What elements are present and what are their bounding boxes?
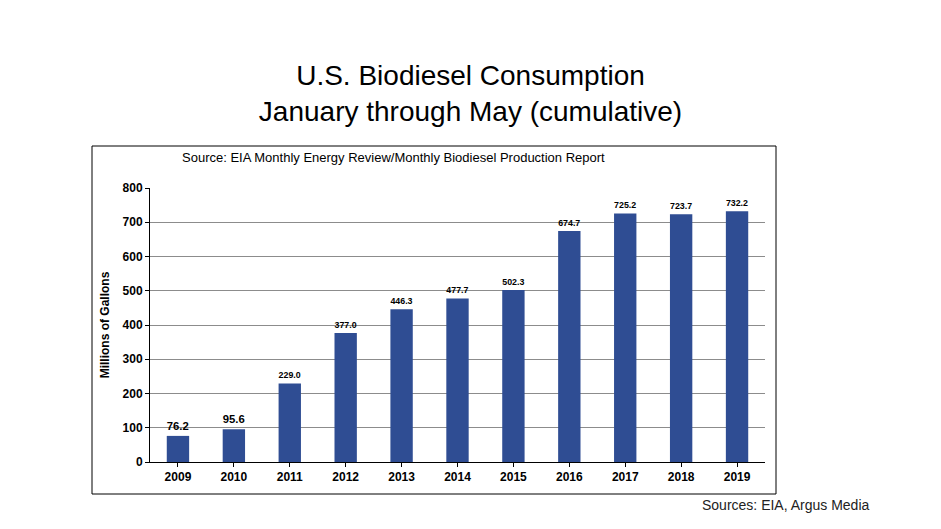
svg-text:377.0: 377.0 bbox=[335, 320, 357, 330]
svg-text:446.3: 446.3 bbox=[390, 296, 412, 306]
svg-text:477.7: 477.7 bbox=[446, 285, 468, 295]
svg-text:2018: 2018 bbox=[668, 470, 695, 484]
svg-text:2016: 2016 bbox=[556, 470, 583, 484]
svg-text:500: 500 bbox=[123, 284, 143, 298]
svg-text:2015: 2015 bbox=[500, 470, 527, 484]
svg-text:502.3: 502.3 bbox=[502, 277, 524, 287]
svg-text:674.7: 674.7 bbox=[558, 218, 580, 228]
svg-text:800: 800 bbox=[123, 181, 143, 195]
svg-text:2014: 2014 bbox=[444, 470, 471, 484]
svg-text:723.7: 723.7 bbox=[670, 201, 692, 211]
svg-text:2017: 2017 bbox=[612, 470, 639, 484]
svg-text:700: 700 bbox=[123, 215, 143, 229]
svg-text:2010: 2010 bbox=[221, 470, 248, 484]
svg-text:U.S. Biodiesel ConsumptionJanu: U.S. Biodiesel ConsumptionJanuary throug… bbox=[259, 60, 682, 127]
svg-text:76.2: 76.2 bbox=[167, 420, 189, 432]
svg-text:2012: 2012 bbox=[332, 470, 359, 484]
svg-text:732.2: 732.2 bbox=[726, 198, 748, 208]
svg-text:229.0: 229.0 bbox=[279, 370, 301, 380]
svg-text:Millions of Gallons: Millions of Gallons bbox=[98, 271, 112, 378]
svg-text:2009: 2009 bbox=[165, 470, 192, 484]
svg-text:2019: 2019 bbox=[724, 470, 751, 484]
svg-text:400: 400 bbox=[123, 318, 143, 332]
svg-text:300: 300 bbox=[123, 352, 143, 366]
svg-text:600: 600 bbox=[123, 250, 143, 264]
svg-text:Source: EIA Monthly Energy Rev: Source: EIA Monthly Energy Review/Monthl… bbox=[182, 150, 605, 165]
svg-text:100: 100 bbox=[123, 421, 143, 435]
svg-text:725.2: 725.2 bbox=[614, 200, 636, 210]
svg-text:2013: 2013 bbox=[388, 470, 415, 484]
svg-text:200: 200 bbox=[123, 387, 143, 401]
svg-text:2011: 2011 bbox=[277, 470, 303, 484]
svg-text:Sources: EIA, Argus Media: Sources: EIA, Argus Media bbox=[702, 497, 870, 513]
svg-text:0: 0 bbox=[136, 455, 143, 469]
svg-text:95.6: 95.6 bbox=[223, 413, 245, 425]
